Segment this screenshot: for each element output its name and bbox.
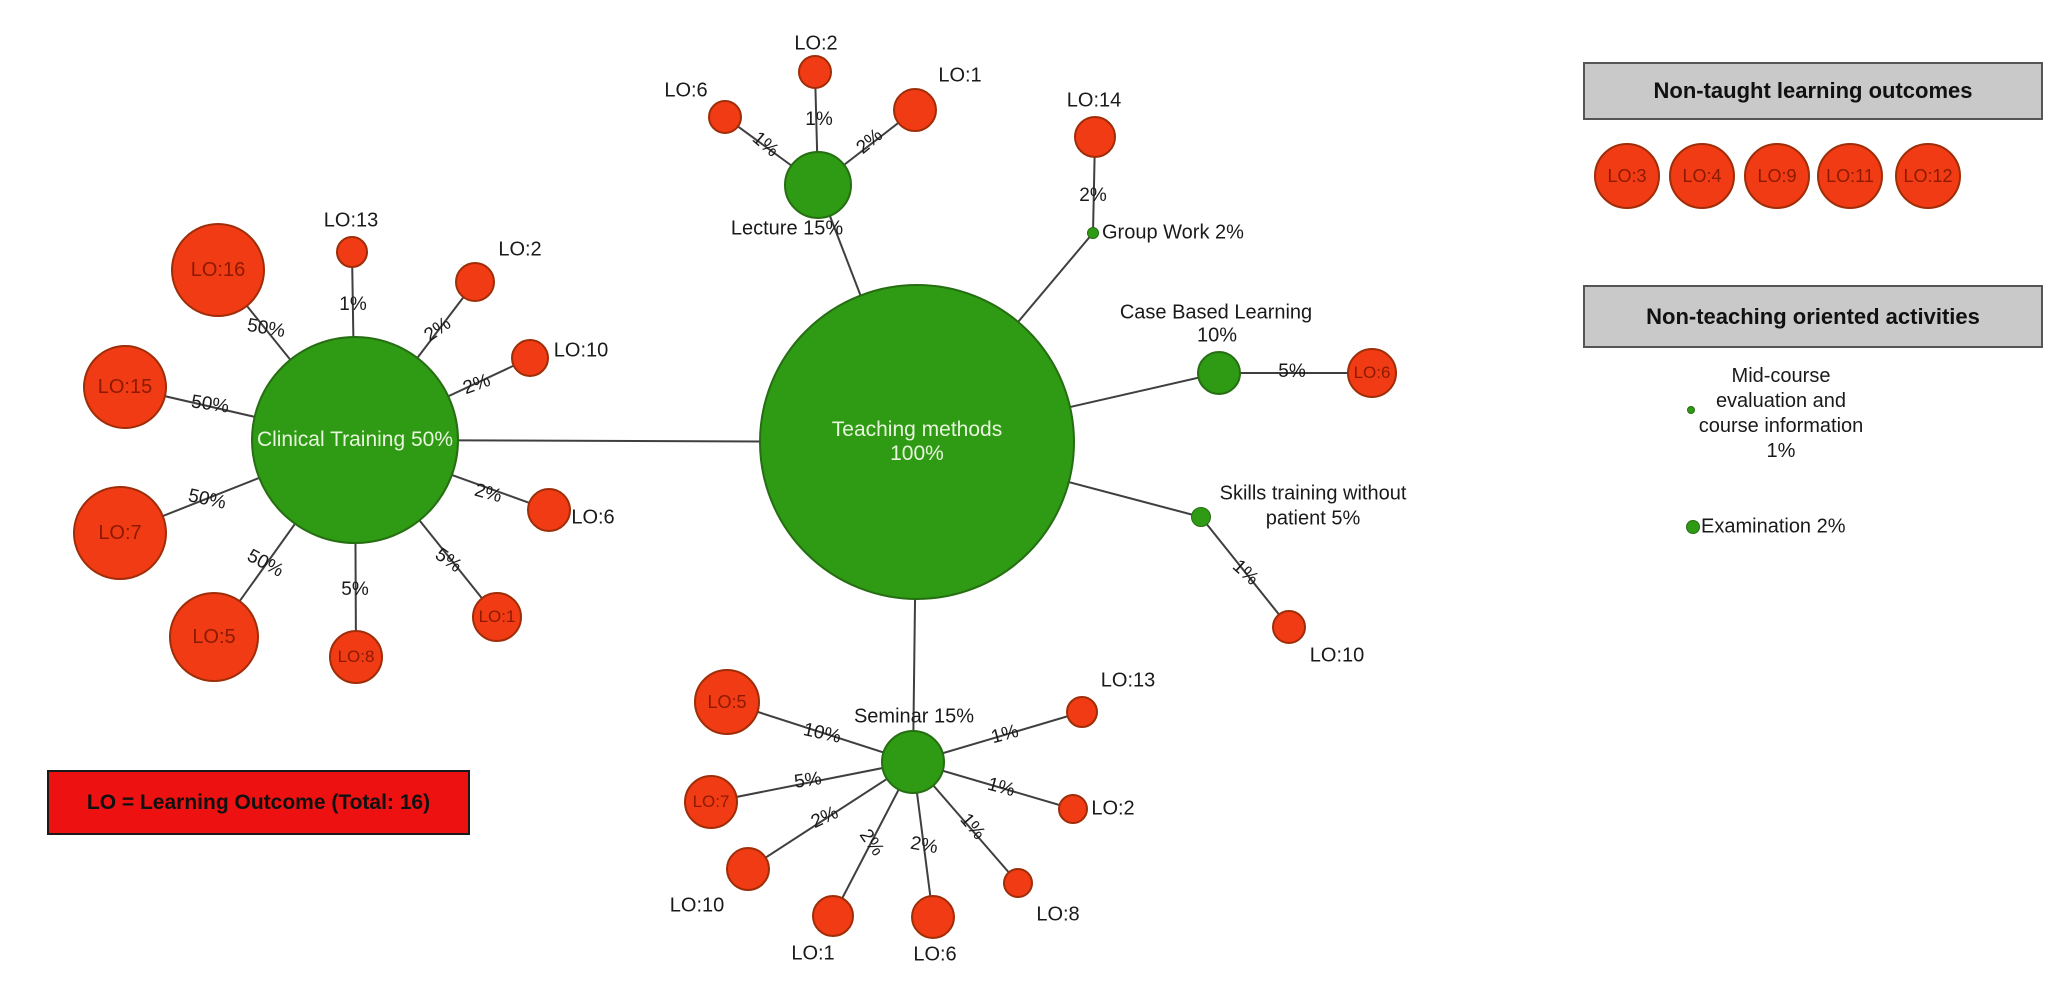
examination-label: Examination 2% xyxy=(1701,515,1846,538)
node-seminar-lo10 xyxy=(726,847,770,891)
label-clinical-lo2: LO:2 xyxy=(498,238,542,261)
node-clinical-lo10 xyxy=(511,339,549,377)
node-clinical-lo6 xyxy=(527,488,571,532)
node-skills-training xyxy=(1191,507,1211,527)
label-skills-line1: Skills training without xyxy=(1219,482,1407,505)
node-lecture xyxy=(784,151,852,219)
label-lecture-lo6: LO:6 xyxy=(664,79,708,102)
pct-seminar-lo6: 2% xyxy=(908,832,940,859)
non-taught-header: Non-taught learning outcomes xyxy=(1583,62,2043,120)
midcourse-line2: evaluation and xyxy=(1715,390,1847,412)
pct-casebased-lo6: 5% xyxy=(1278,361,1306,382)
node-clinical-lo7: LO:7 xyxy=(73,486,167,580)
teaching-methods-pct: 100% xyxy=(890,442,944,465)
node-nontaught-lo12: LO:12 xyxy=(1895,143,1961,209)
pct-lecture-lo2: 1% xyxy=(805,109,833,130)
node-seminar-lo13 xyxy=(1066,696,1098,728)
node-lecture-lo2 xyxy=(798,55,832,89)
label-seminar-lo13: LO:13 xyxy=(1100,669,1156,692)
node-groupwork-lo14 xyxy=(1074,116,1116,158)
label-clinical-lo13: LO:13 xyxy=(323,209,379,232)
clinical-training-label: Clinical Training 50% xyxy=(256,427,454,451)
label-seminar-lo2: LO:2 xyxy=(1091,797,1135,820)
label-clinical-lo10: LO:10 xyxy=(553,339,609,362)
node-casebased-lo6: LO:6 xyxy=(1347,348,1397,398)
label-lecture-lo2: LO:2 xyxy=(794,32,838,55)
node-seminar-lo7: LO:7 xyxy=(684,775,738,829)
node-skills-lo10 xyxy=(1272,610,1306,644)
midcourse-text: Mid-course evaluation and course informa… xyxy=(1699,364,1864,464)
midcourse-line1: Mid-course xyxy=(1731,365,1831,387)
non-teaching-title: Non-teaching oriented activities xyxy=(1646,303,1980,329)
node-seminar-lo2 xyxy=(1058,794,1088,824)
pct-clinical-lo8: 5% xyxy=(341,579,369,600)
label-case-based-line1: Case Based Learning xyxy=(1119,301,1313,324)
node-clinical-lo2 xyxy=(455,262,495,302)
node-clinical-lo5: LO:5 xyxy=(169,592,259,682)
node-seminar-lo8 xyxy=(1003,868,1033,898)
midcourse-dot xyxy=(1687,406,1695,414)
midcourse-line3: course information xyxy=(1698,415,1864,437)
node-lecture-lo1 xyxy=(893,88,937,132)
label-case-based-line2: 10% xyxy=(1196,324,1238,347)
examination-dot xyxy=(1686,520,1700,534)
label-seminar-lo8: LO:8 xyxy=(1036,903,1080,926)
pct-clinical-lo13: 1% xyxy=(339,294,367,315)
non-teaching-header: Non-teaching oriented activities xyxy=(1583,285,2043,348)
edge-skills-lo10 xyxy=(1200,516,1290,628)
teaching-methods-label: Teaching methods xyxy=(831,417,1003,441)
node-seminar-lo6 xyxy=(911,895,955,939)
node-group-work xyxy=(1087,227,1099,239)
node-seminar-lo5: LO:5 xyxy=(694,669,760,735)
pct-groupwork-lo14: 2% xyxy=(1079,185,1107,206)
label-clinical-lo6: LO:6 xyxy=(571,506,615,529)
label-skills-line2: patient 5% xyxy=(1265,507,1361,530)
legend-box: LO = Learning Outcome (Total: 16) xyxy=(47,770,470,835)
non-taught-title: Non-taught learning outcomes xyxy=(1653,78,1973,103)
node-clinical-training: Clinical Training 50% xyxy=(251,336,459,544)
node-seminar xyxy=(881,730,945,794)
node-clinical-lo13 xyxy=(336,236,368,268)
edge-seminar-lo7 xyxy=(710,761,914,803)
label-seminar: Seminar 15% xyxy=(853,705,975,728)
node-nontaught-lo4: LO:4 xyxy=(1669,143,1735,209)
node-teaching-methods: Teaching methods 100% xyxy=(759,284,1075,600)
pct-seminar-lo7: 5% xyxy=(792,768,823,793)
label-lecture-lo1: LO:1 xyxy=(938,64,982,87)
node-lecture-lo6 xyxy=(708,100,742,134)
node-nontaught-lo11: LO:11 xyxy=(1817,143,1883,209)
label-seminar-lo10: LO:10 xyxy=(669,894,725,917)
node-nontaught-lo3: LO:3 xyxy=(1594,143,1660,209)
node-clinical-lo1: LO:1 xyxy=(472,592,522,642)
midcourse-line4: 1% xyxy=(1766,440,1796,462)
label-seminar-lo1: LO:1 xyxy=(791,942,835,965)
node-case-based-learning xyxy=(1197,351,1241,395)
node-seminar-lo1 xyxy=(812,895,854,937)
legend-text: LO = Learning Outcome (Total: 16) xyxy=(86,790,431,814)
label-seminar-lo6: LO:6 xyxy=(913,943,957,966)
label-lecture: Lecture 15% xyxy=(730,217,844,240)
node-clinical-lo15: LO:15 xyxy=(83,345,167,429)
label-group-work: Group Work 2% xyxy=(1102,221,1244,244)
node-nontaught-lo9: LO:9 xyxy=(1744,143,1810,209)
label-skills-lo10: LO:10 xyxy=(1309,644,1365,667)
label-groupwork-lo14: LO:14 xyxy=(1066,89,1122,112)
node-clinical-lo16: LO:16 xyxy=(171,223,265,317)
node-clinical-lo8: LO:8 xyxy=(329,630,383,684)
